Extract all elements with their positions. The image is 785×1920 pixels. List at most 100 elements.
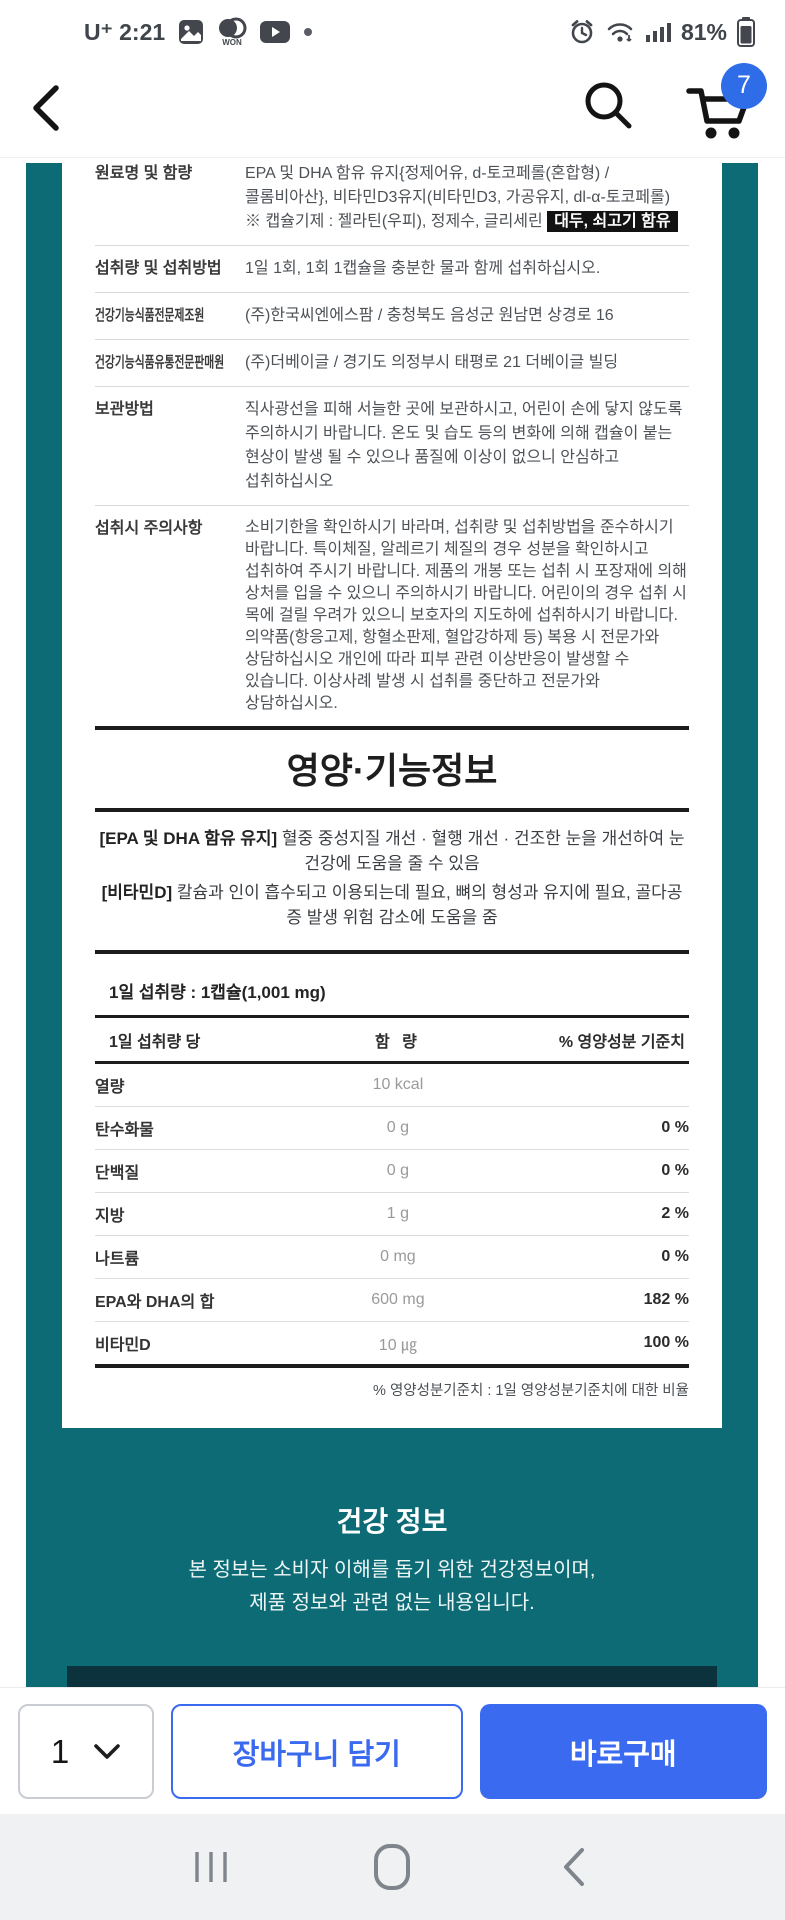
info-row-label: 보관방법: [95, 401, 154, 418]
nutrition-header-daily-value: % 영양성분 기준치: [487, 1016, 689, 1064]
nutrition-header-amount: 함 량: [308, 1016, 488, 1064]
info-row-label: 섭취시 주의사항: [95, 520, 203, 537]
nutrient-amount: 0 g: [308, 1106, 488, 1150]
info-row-value: 1일 1회, 1회 1캡슐을 충분한 물과 함께 섭취하십시오.: [245, 260, 601, 277]
product-info-table: 원료명 및 함량 EPA 및 DHA 함유 유지{정제어유, d-토코페롤(혼합형…: [95, 158, 689, 726]
cart-badge-count: 7: [737, 71, 751, 99]
nutrition-footnote: % 영양성분기준치 : 1일 영양성분기준치에 대한 비율: [373, 1383, 689, 1399]
section-divider: [95, 950, 689, 954]
function-claims: [EPA 및 DHA 함유 유지] 혈중 중성지질 개선 · 혈행 개선 · 건…: [95, 812, 689, 950]
table-row: 건강기능식품유통전문판매원 (주)더베이글 / 경기도 의정부시 태평로 21 더…: [95, 340, 689, 387]
youtube-icon: [260, 20, 291, 44]
table-row: 섭취량 및 섭취방법 1일 1회, 1회 1캡슐을 충분한 물과 함께 섭취하십시…: [95, 246, 689, 293]
android-navigation-bar: [0, 1814, 785, 1920]
health-info-body: 본 정보는 소비자 이해를 돕기 위한 건강정보이며, 제품 정보와 관련 없는…: [26, 1554, 758, 1620]
back-chevron-icon: [33, 84, 59, 131]
wifi-icon: [605, 19, 635, 45]
detail-image-background: 원료명 및 함량 EPA 및 DHA 함유 유지{정제어유, d-토코페롤(혼합형…: [26, 158, 758, 1687]
battery-percent-label: 81%: [680, 18, 727, 45]
table-row: 원료명 및 함량 EPA 및 DHA 함유 유지{정제어유, d-토코페롤(혼합형…: [95, 158, 689, 246]
app-bar: 7: [0, 58, 785, 158]
nutrition-row: 비타민D 10 ㎍ 100 %: [95, 1321, 689, 1368]
info-row-label: 원료명 및 함량: [95, 165, 193, 182]
carrier-time-label: U⁺ 2:21: [84, 18, 166, 45]
nutrition-header-per-serving: 1일 섭취량 당: [95, 1016, 309, 1064]
nutrient-amount: 10 ㎍: [308, 1321, 488, 1368]
back-nav-icon: [564, 1848, 585, 1886]
info-row-label: 섭취량 및 섭취방법: [95, 260, 222, 277]
nutrient-daily-value: 2 %: [487, 1192, 689, 1236]
nutrient-name: 지방: [95, 1192, 309, 1236]
add-to-cart-button[interactable]: 장바구니 담기: [171, 1704, 463, 1799]
purchase-bar: 1 장바구니 담기 바로구매: [0, 1687, 785, 1814]
info-row-label: 건강기능식품유통전문판매원: [95, 354, 225, 371]
info-row-value: (주)한국씨엔에스팜 / 충청북도 음성군 원남면 상경로 16: [245, 307, 614, 324]
status-right: 81%: [569, 17, 755, 47]
chevron-down-icon: [94, 1743, 120, 1759]
nutrition-row: EPA와 DHA의 합 600 mg 182 %: [95, 1278, 689, 1322]
nutrient-amount: 1 g: [308, 1192, 488, 1236]
battery-icon: [737, 17, 755, 47]
svg-text:WON: WON: [222, 38, 242, 47]
search-icon: [585, 82, 632, 129]
info-row-value: EPA 및 DHA 함유 유지{정제어유, d-토코페롤(혼합형) / 콜롬비아…: [245, 162, 689, 234]
function-claim: [비타민D] 칼슘과 인이 흡수되고 이용되는데 필요, 뼈의 형성과 유지에 …: [101, 883, 683, 927]
status-bar: U⁺ 2:21 WON 81%: [0, 0, 785, 58]
product-detail-scroll-area[interactable]: 원료명 및 함량 EPA 및 DHA 함유 유지{정제어유, d-토코페롤(혼합형…: [0, 158, 785, 1687]
info-row-value: 직사광선을 피해 서늘한 곳에 보관하시고, 어린이 손에 닿지 않도록 주의하…: [245, 401, 683, 490]
table-row: 건강기능식품전문제조원 (주)한국씨엔에스팜 / 충청북도 음성군 원남면 상경로…: [95, 293, 689, 340]
search-button[interactable]: [579, 76, 637, 139]
health-teaser-panel: 혈행의 필요성: [67, 1666, 717, 1687]
status-left: U⁺ 2:21 WON: [84, 17, 313, 47]
nutrient-name: 탄수화물: [95, 1106, 309, 1150]
home-button[interactable]: [357, 1837, 427, 1897]
nutrient-name: EPA와 DHA의 합: [95, 1278, 309, 1322]
function-claim: [EPA 및 DHA 함유 유지] 혈중 중성지질 개선 · 혈행 개선 · 건…: [99, 829, 685, 873]
signal-icon: [645, 20, 671, 44]
serving-size-line: 1일 섭취량 : 1캡슐(1,001 mg): [109, 983, 326, 1002]
back-nav-button[interactable]: [539, 1837, 609, 1897]
health-info-line2: 제품 정보와 관련 없는 내용입니다.: [249, 1592, 535, 1614]
nutrient-daily-value: 100 %: [487, 1321, 689, 1368]
section-divider: [95, 726, 689, 730]
nutrition-section-title: 영양·기능정보: [286, 750, 498, 791]
nutrient-name: 비타민D: [95, 1321, 309, 1368]
nutrient-amount: 0 g: [308, 1149, 488, 1193]
quantity-selector[interactable]: 1: [18, 1704, 154, 1799]
nutrition-row: 나트륨 0 mg 0 %: [95, 1235, 689, 1279]
gallery-icon: [178, 19, 204, 45]
allergen-highlight-badge: 대두, 쇠고기 함유: [547, 211, 678, 232]
info-row-value: (주)더베이글 / 경기도 의정부시 태평로 21 더베이글 빌딩: [245, 354, 619, 371]
nutrient-amount: 600 mg: [308, 1278, 488, 1322]
nutrient-amount: 10 kcal: [308, 1062, 488, 1107]
nutrient-name: 열량: [95, 1062, 309, 1107]
notification-dot-icon: [303, 27, 313, 37]
info-row-label: 건강기능식품전문제조원: [95, 307, 205, 324]
nutrient-amount: 0 mg: [308, 1235, 488, 1279]
nutrient-daily-value: [487, 1062, 689, 1107]
recent-apps-icon: [195, 1852, 227, 1882]
cart-button[interactable]: 7: [681, 62, 767, 147]
back-button[interactable]: [26, 78, 82, 138]
health-info-title: 건강 정보: [336, 1506, 448, 1537]
section-divider: [95, 808, 689, 812]
nutrient-daily-value: 0 %: [487, 1149, 689, 1193]
nutrient-daily-value: 0 %: [487, 1235, 689, 1279]
info-row-value: 소비기한을 확인하시기 바라며, 섭취량 및 섭취방법을 준수하시기 바랍니다.…: [245, 519, 687, 712]
nutrition-facts-table: 1일 섭취량 당 함 량 % 영양성분 기준치 열량 10 kcal 탄수화물 0 g…: [95, 1015, 689, 1368]
recent-apps-button[interactable]: [176, 1837, 246, 1897]
won-app-icon: WON: [217, 17, 247, 47]
table-row: 섭취시 주의사항 소비기한을 확인하시기 바라며, 섭취량 및 섭취방법을 준수하…: [95, 506, 689, 726]
nutrient-daily-value: 182 %: [487, 1278, 689, 1322]
quantity-value: 1: [50, 1732, 70, 1770]
nutrition-row: 열량 10 kcal: [95, 1062, 689, 1107]
buy-now-button[interactable]: 바로구매: [479, 1704, 767, 1799]
nutrient-name: 단백질: [95, 1149, 309, 1193]
home-icon: [374, 1844, 411, 1890]
product-info-card: 원료명 및 함량 EPA 및 DHA 함유 유지{정제어유, d-토코페롤(혼합형…: [62, 158, 722, 1428]
table-row: 보관방법 직사광선을 피해 서늘한 곳에 보관하시고, 어린이 손에 닿지 않도록…: [95, 387, 689, 506]
